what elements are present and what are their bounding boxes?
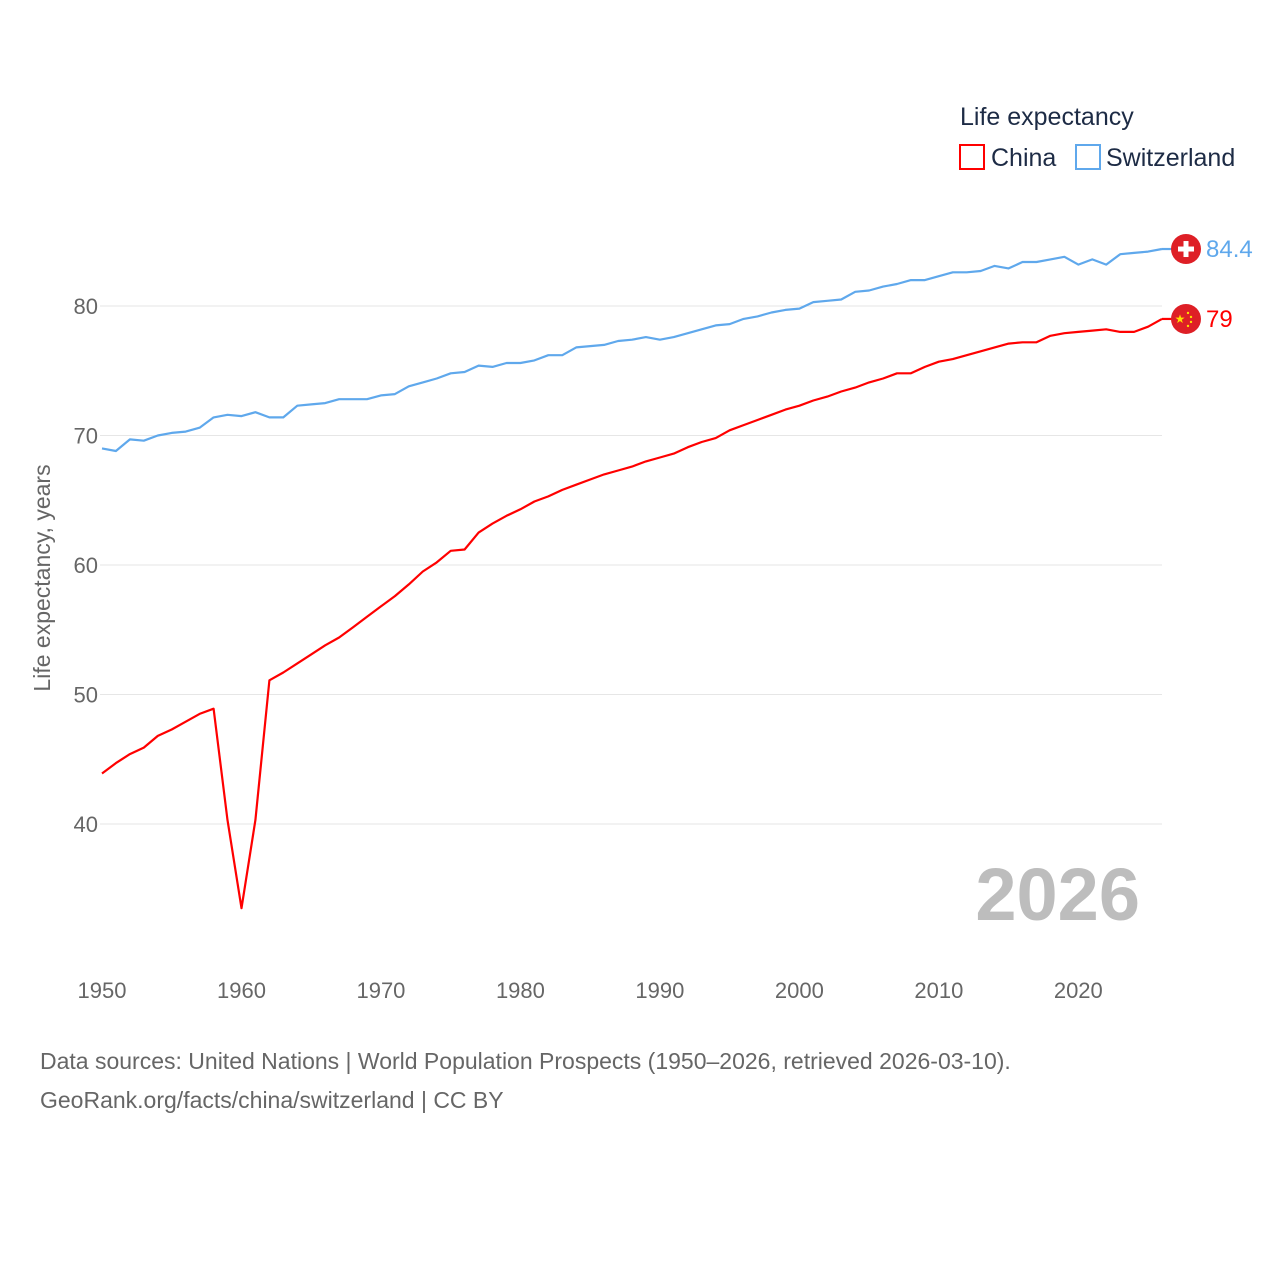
year-watermark: 2026 (975, 853, 1140, 936)
gridlines (100, 305, 1162, 825)
svg-text:★: ★ (1175, 312, 1186, 326)
china-flag-icon: ★ (1171, 303, 1201, 334)
series-lines (101, 247, 1163, 910)
legend-title: Life expectancy (960, 103, 1134, 131)
series-end-label-switzerland: 84.4 (1206, 236, 1253, 263)
source-link-text[interactable]: GeoRank.org/facts/china/switzerland | CC… (40, 1087, 504, 1113)
x-axis-ticks: 1950 1960 1970 1980 1990 2000 2010 2020 (78, 978, 1103, 1003)
series-line-switzerland (101, 247, 1163, 453)
legend-label-china[interactable]: China (991, 144, 1056, 172)
x-tick-label: 2000 (775, 978, 824, 1003)
legend: Life expectancy China Switzerland (959, 103, 1235, 172)
legend-swatch-switzerland (1075, 144, 1101, 170)
x-tick-label: 2020 (1054, 978, 1103, 1003)
y-tick-label: 40 (74, 812, 98, 837)
y-tick-label: 80 (74, 294, 98, 319)
series-line-china (101, 317, 1163, 910)
legend-label-switzerland[interactable]: Switzerland (1106, 144, 1235, 172)
series-end-markers: ★ 79 84.4 (1162, 234, 1253, 334)
series-end-label-china: 79 (1206, 306, 1233, 333)
x-tick-label: 2010 (914, 978, 963, 1003)
y-tick-label: 50 (74, 683, 98, 708)
switzerland-flag-icon (1171, 234, 1201, 265)
y-axis-label: Life expectancy, years (29, 464, 55, 691)
legend-swatch-china (959, 144, 985, 170)
x-tick-label: 1990 (635, 978, 684, 1003)
x-tick-label: 1960 (217, 978, 266, 1003)
y-axis-ticks: 40 50 60 70 80 (74, 294, 98, 837)
x-tick-label: 1980 (496, 978, 545, 1003)
x-tick-label: 1970 (356, 978, 405, 1003)
y-tick-label: 60 (74, 553, 98, 578)
y-tick-label: 70 (74, 424, 98, 449)
data-sources-text: Data sources: United Nations | World Pop… (40, 1048, 1011, 1074)
x-tick-label: 1950 (78, 978, 127, 1003)
